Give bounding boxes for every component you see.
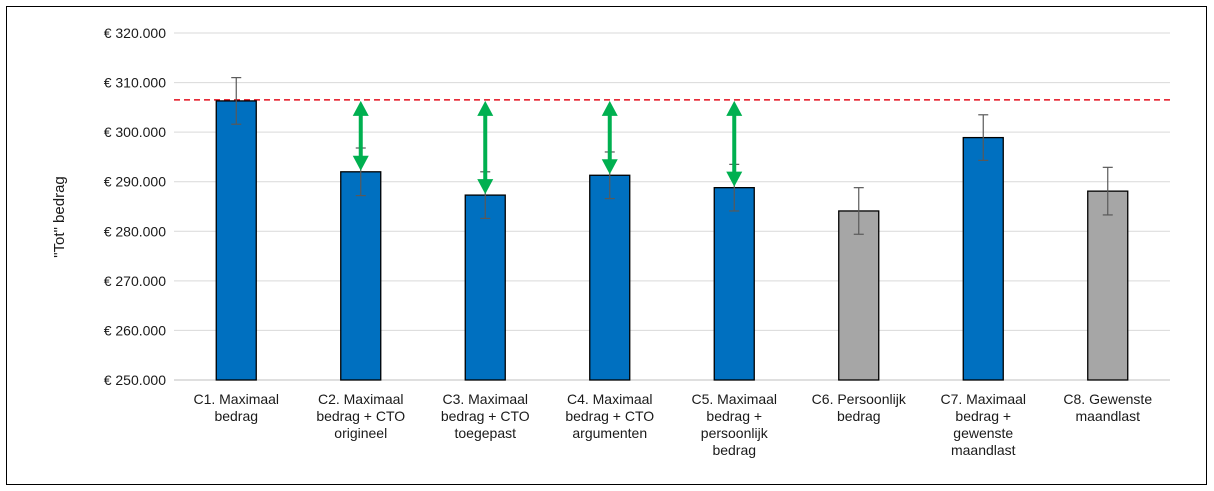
category-label: C3. Maximaal bedrag + CTO toegepast — [441, 391, 530, 441]
category-label-line: origineel — [334, 425, 387, 441]
category-label-line: gewenste — [953, 425, 1013, 441]
bar — [713, 187, 755, 381]
y-tick-labels: € 250.000 € 260.000 € 270.000 € 280.000 € 29… — [104, 25, 166, 388]
gridlines — [174, 32, 1170, 381]
category-label-line: C1. Maximaal — [193, 391, 279, 407]
category-label-line: C3. Maximaal — [442, 391, 528, 407]
bar — [962, 136, 1004, 381]
category-label-line: bedrag — [712, 442, 756, 458]
category-label: C2. Maximaal bedrag + CTO origineel — [316, 391, 405, 441]
category-label: C6. Persoonlijk bedrag — [812, 391, 907, 424]
category-label-line: maandlast — [951, 442, 1016, 458]
difference-arrow — [601, 100, 618, 175]
y-tick-label: € 310.000 — [104, 75, 166, 91]
difference-arrows — [352, 100, 743, 195]
arrow-head-up — [726, 100, 743, 116]
y-tick-label: € 290.000 — [104, 174, 166, 190]
category-label: C1. Maximaal bedrag — [193, 391, 279, 424]
arrow-head-down — [477, 179, 494, 195]
category-label-line: C7. Maximaal — [940, 391, 1026, 407]
bar — [340, 171, 382, 381]
bar — [1087, 190, 1129, 381]
category-label: C7. Maximaal bedrag + gewenste maandlast — [940, 391, 1026, 458]
category-label-line: maandlast — [1075, 408, 1140, 424]
bar — [838, 210, 880, 381]
category-label-line: C8. Gewenste — [1063, 391, 1152, 407]
difference-arrow — [477, 100, 494, 195]
bars — [215, 100, 1129, 381]
y-tick-label: € 320.000 — [104, 25, 166, 41]
category-label-line: toegepast — [455, 425, 517, 441]
bar — [589, 174, 631, 381]
y-tick-label: € 300.000 — [104, 124, 166, 140]
y-tick-label: € 260.000 — [104, 322, 166, 338]
arrow-head-down — [352, 155, 369, 171]
category-label-line: bedrag + CTO — [441, 408, 530, 424]
category-label-line: bedrag + CTO — [316, 408, 405, 424]
category-label-line: bedrag + — [706, 408, 762, 424]
category-label: C4. Maximaal bedrag + CTO argumenten — [565, 391, 654, 441]
arrow-head-up — [601, 100, 618, 116]
y-tick-label: € 280.000 — [104, 223, 166, 239]
y-axis-label: "Tot" bedrag — [51, 176, 68, 258]
category-label: C5. Maximaal bedrag + persoonlijk bedrag — [691, 391, 777, 458]
arrow-head-up — [477, 100, 494, 116]
difference-arrow — [726, 100, 743, 187]
category-label-line: bedrag — [214, 408, 258, 424]
y-tick-label: € 250.000 — [104, 372, 166, 388]
arrow-head-down — [601, 159, 618, 175]
arrow-head-up — [352, 100, 369, 116]
category-label-line: bedrag — [837, 408, 881, 424]
category-label-line: C6. Persoonlijk — [812, 391, 907, 407]
bar — [215, 100, 257, 381]
bar — [464, 194, 506, 381]
category-label: C8. Gewenste maandlast — [1063, 391, 1152, 424]
category-label-line: C4. Maximaal — [567, 391, 653, 407]
category-label-line: argumenten — [572, 425, 647, 441]
category-label-line: C2. Maximaal — [318, 391, 404, 407]
category-label-line: bedrag + — [955, 408, 1011, 424]
category-label-line: bedrag + CTO — [565, 408, 654, 424]
arrow-head-down — [726, 171, 743, 187]
difference-arrow — [352, 100, 369, 171]
y-tick-label: € 270.000 — [104, 273, 166, 289]
category-label-line: persoonlijk — [701, 425, 769, 441]
category-label-line: C5. Maximaal — [691, 391, 777, 407]
